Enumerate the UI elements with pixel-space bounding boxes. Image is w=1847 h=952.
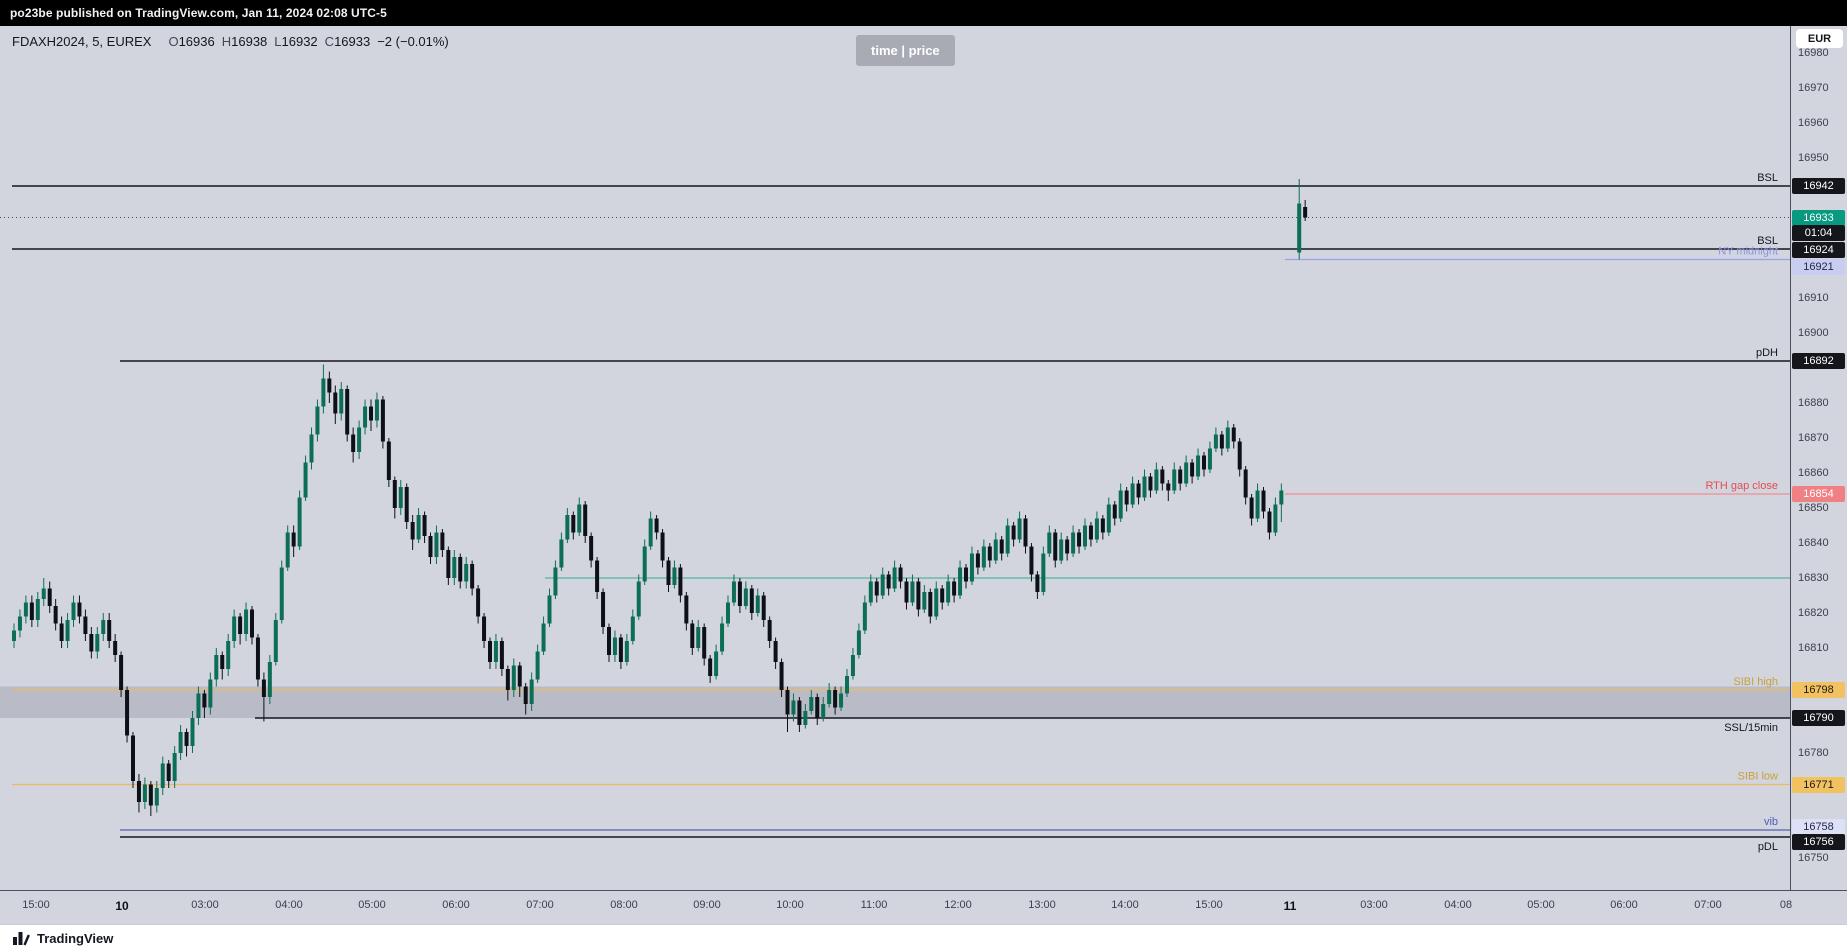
time-label-19: 06:00 xyxy=(1610,899,1638,911)
time-price-tooltip[interactable]: time | price xyxy=(856,35,955,66)
price-badge-bsl-lower: 16924 xyxy=(1792,242,1845,259)
price-tick-16960: 16960 xyxy=(1798,117,1829,129)
high-value: 16938 xyxy=(231,34,268,49)
price-tick-16780: 16780 xyxy=(1798,747,1829,759)
price-badge-sibi-low: 16771 xyxy=(1792,776,1845,793)
price-tick-16880: 16880 xyxy=(1798,397,1829,409)
hline-label-sibi-high: SIBI high xyxy=(1733,676,1778,688)
price-tick-16820: 16820 xyxy=(1798,607,1829,619)
price-badge-countdown: 01:04 xyxy=(1792,225,1845,242)
price-badge-vib: 16758 xyxy=(1792,819,1845,836)
publish-note: po23be published on TradingView.com, Jan… xyxy=(10,6,387,20)
tradingview-logo-icon[interactable] xyxy=(12,931,30,946)
price-badge-bsl-upper: 16942 xyxy=(1792,178,1845,194)
time-label-17: 04:00 xyxy=(1444,899,1472,911)
gap-band[interactable] xyxy=(0,686,1790,719)
price-badge-pdh: 16892 xyxy=(1792,353,1845,369)
symbol-title[interactable]: FDAXH2024, 5, EUREX xyxy=(12,34,152,49)
price-tick-16970: 16970 xyxy=(1798,82,1829,94)
price-tick-16950: 16950 xyxy=(1798,152,1829,164)
price-tick-16840: 16840 xyxy=(1798,537,1829,549)
price-axis[interactable]: EUR 16980 16970 16960 16950 16910 16900 16880 1… xyxy=(1790,26,1847,890)
price-badge-last-price: 16933 xyxy=(1792,209,1845,226)
hline-label-pdl: pDL xyxy=(1758,841,1778,853)
candles-series xyxy=(12,179,1308,816)
hline-label-vib: vib xyxy=(1764,816,1778,828)
time-label-0: 15:00 xyxy=(22,899,50,911)
time-label-20: 07:00 xyxy=(1694,899,1722,911)
price-tick-16980: 16980 xyxy=(1798,47,1829,59)
time-axis[interactable]: 15:00 10 03:00 04:00 05:00 06:00 07:00 08:00 09:… xyxy=(0,890,1847,924)
price-tick-16860: 16860 xyxy=(1798,467,1829,479)
price-tick-16870: 16870 xyxy=(1798,432,1829,444)
chart-pane[interactable]: BSL BSL NY midnight pDH RTH gap close SIBI hi… xyxy=(0,26,1790,890)
time-label-12: 13:00 xyxy=(1028,899,1056,911)
time-label-6: 07:00 xyxy=(526,899,554,911)
hline-label-ny-midnight: NY midnight xyxy=(1718,246,1778,258)
time-label-15: 11 xyxy=(1283,899,1297,913)
time-label-9: 10:00 xyxy=(776,899,804,911)
change-value: −2 (−0.01%) xyxy=(377,34,449,49)
hline-label-bsl-upper: BSL xyxy=(1757,172,1778,184)
time-label-13: 14:00 xyxy=(1111,899,1139,911)
open-label: O xyxy=(168,34,179,49)
price-badge-rth-gap-close: 16854 xyxy=(1792,486,1845,502)
hline-label-rth-gap-close: RTH gap close xyxy=(1705,480,1778,492)
close-value: 16933 xyxy=(334,34,371,49)
close-label: C xyxy=(324,34,335,49)
price-tick-16850: 16850 xyxy=(1798,502,1829,514)
price-badge-ny-midnight: 16921 xyxy=(1792,258,1845,275)
time-label-4: 05:00 xyxy=(358,899,386,911)
time-label-5: 06:00 xyxy=(442,899,470,911)
price-tick-16810: 16810 xyxy=(1798,642,1829,654)
currency-button[interactable]: EUR xyxy=(1796,29,1843,48)
hline-label-pdh: pDH xyxy=(1756,347,1778,359)
time-label-10: 11:00 xyxy=(860,899,888,911)
price-badge-pdl: 16756 xyxy=(1792,833,1845,850)
open-value: 16936 xyxy=(178,34,215,49)
time-label-16: 03:00 xyxy=(1360,899,1388,911)
symbol-legend: FDAXH2024, 5, EUREX O16936 H16938 L16932 C16… xyxy=(12,34,449,49)
hline-label-ssl-15min: SSL/15min xyxy=(1724,722,1778,734)
low-label: L xyxy=(274,34,282,49)
time-label-8: 09:00 xyxy=(693,899,721,911)
publish-bar: po23be published on TradingView.com, Jan… xyxy=(0,0,1847,26)
time-label-1: 10 xyxy=(115,899,129,913)
footer-brand[interactable]: TradingView xyxy=(37,931,114,946)
price-badge-ssl-15min: 16790 xyxy=(1792,710,1845,726)
time-label-14: 15:00 xyxy=(1195,899,1223,911)
price-tick-16750: 16750 xyxy=(1798,852,1829,864)
time-label-2: 03:00 xyxy=(191,899,219,911)
time-label-3: 04:00 xyxy=(275,899,303,911)
hline-label-sibi-low: SIBI low xyxy=(1738,771,1778,783)
price-tick-16900: 16900 xyxy=(1798,327,1829,339)
price-badge-sibi-high: 16798 xyxy=(1792,682,1845,698)
low-value: 16932 xyxy=(281,34,318,49)
price-tick-16910: 16910 xyxy=(1798,292,1829,304)
footer-bar: TradingView xyxy=(0,924,1847,952)
hline-label-bsl-lower: BSL xyxy=(1757,235,1778,247)
time-label-21: 08 xyxy=(1779,899,1793,911)
high-label: H xyxy=(221,34,232,49)
time-label-11: 12:00 xyxy=(944,899,972,911)
time-label-7: 08:00 xyxy=(610,899,638,911)
price-tick-16830: 16830 xyxy=(1798,572,1829,584)
time-label-18: 05:00 xyxy=(1527,899,1555,911)
